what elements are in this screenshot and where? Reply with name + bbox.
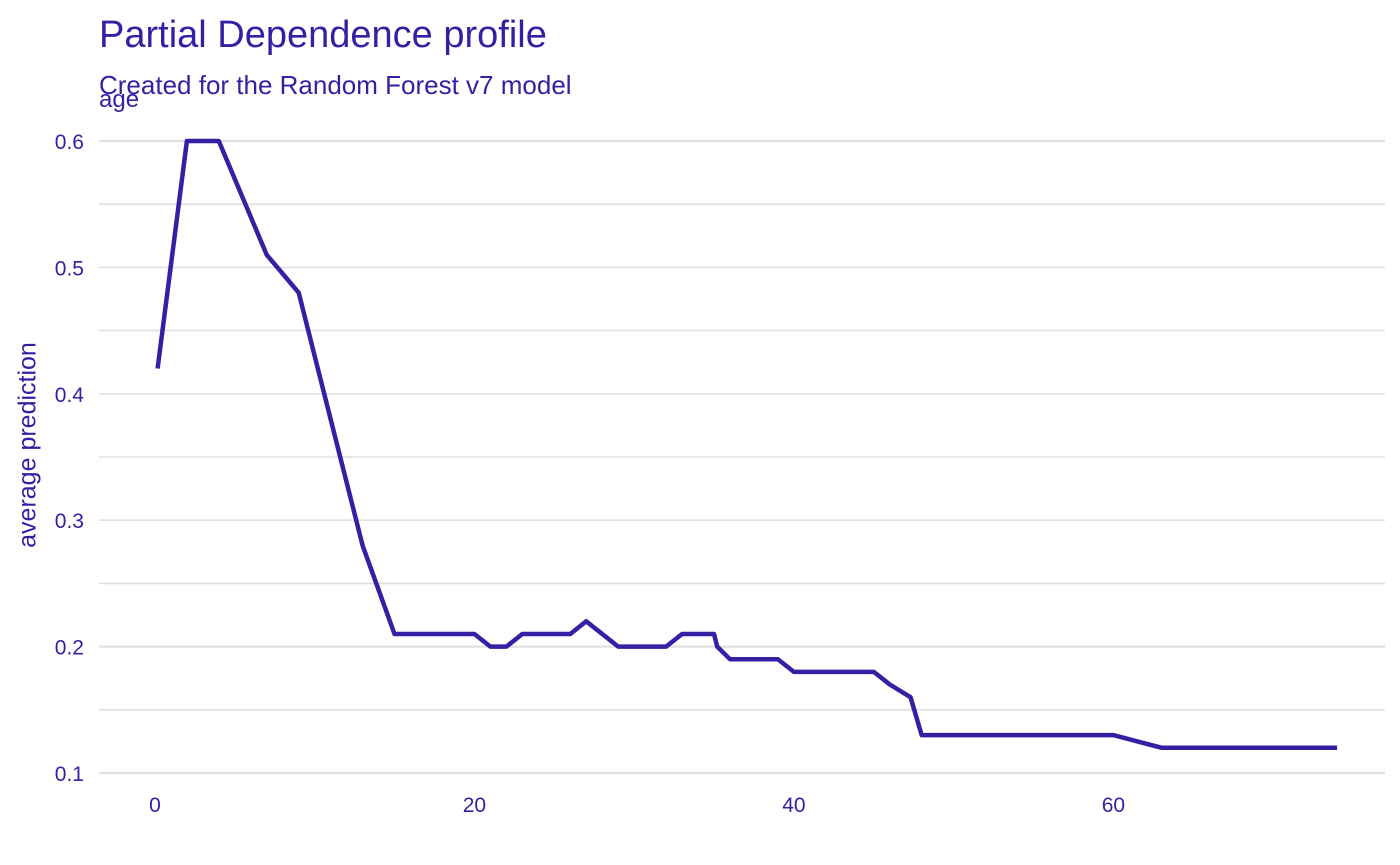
y-tick-label: 0.6 bbox=[55, 131, 84, 154]
y-tick-label: 0.4 bbox=[55, 384, 85, 407]
series-group bbox=[155, 138, 1338, 750]
facet-label: age bbox=[99, 86, 140, 113]
pd-profile-line bbox=[155, 138, 1338, 750]
y-tick-label: 0.1 bbox=[55, 763, 84, 786]
x-tick-label: 20 bbox=[463, 794, 486, 817]
y-tick-label: 0.2 bbox=[55, 637, 84, 660]
x-tick-label: 60 bbox=[1102, 794, 1125, 817]
x-tick-label: 40 bbox=[782, 794, 805, 817]
grid-lines bbox=[99, 139, 1385, 775]
chart-title: Partial Dependence profile bbox=[99, 14, 547, 56]
x-tick-labels: 0 20 40 60 bbox=[149, 794, 1125, 817]
chart-subtitle: Created for the Random Forest v7 model bbox=[99, 70, 572, 100]
y-tick-labels: 0.1 0.2 0.3 0.4 0.5 0.6 bbox=[55, 131, 85, 786]
x-tick-label: 0 bbox=[149, 794, 161, 817]
y-tick-label: 0.3 bbox=[55, 510, 84, 533]
y-tick-label: 0.5 bbox=[55, 257, 84, 280]
